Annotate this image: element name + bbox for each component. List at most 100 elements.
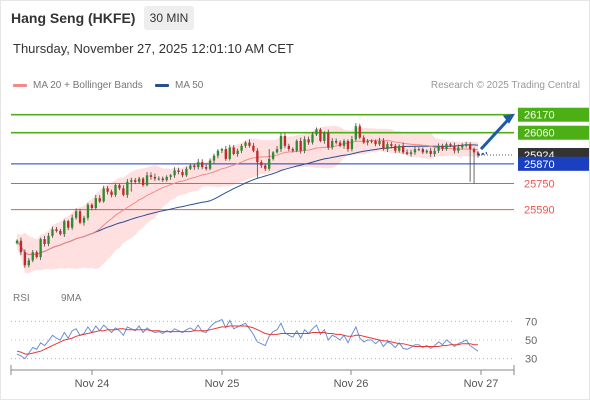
timeframe-button[interactable]: 30 MIN — [144, 6, 194, 30]
rsi-ma-line — [16, 325, 478, 355]
candle-body — [224, 149, 228, 159]
candle-body — [165, 176, 168, 181]
candle-body — [141, 178, 145, 186]
candle-body — [401, 145, 405, 153]
candle-body — [386, 144, 389, 150]
candle-body — [228, 147, 231, 159]
candle-body — [102, 188, 105, 202]
level-label-box-26170 — [518, 107, 589, 122]
candle-body — [59, 230, 62, 235]
candle-body — [114, 185, 117, 195]
chart-datetime: Thursday, November 27, 2025 12:01:10 AM … — [13, 41, 294, 56]
candle-body — [315, 129, 318, 135]
research-credit: Research © 2025 Trading Central — [430, 80, 580, 91]
candle-body — [287, 145, 291, 150]
candle-body — [189, 165, 192, 169]
candle-body — [157, 178, 161, 180]
candle-body — [67, 221, 70, 228]
candle-body — [51, 229, 54, 236]
candle-body — [173, 170, 176, 176]
candle-body — [70, 217, 74, 228]
moving-average-layer — [16, 139, 479, 256]
candle-body — [382, 140, 385, 150]
candle-body — [358, 126, 361, 138]
candle-body — [271, 152, 275, 159]
time-tick-label: Nov 26 — [334, 378, 369, 390]
candle-body — [252, 145, 255, 151]
candle-body — [161, 178, 164, 181]
level-label-box-26060 — [518, 125, 589, 140]
candle-body — [350, 139, 354, 150]
candle-body — [153, 176, 157, 179]
time-tick-label: Nov 25 — [205, 378, 240, 390]
level-label-26170: 26170 — [524, 110, 555, 122]
candle-body — [86, 204, 90, 218]
ma50-label: MA 50 — [175, 80, 204, 91]
candle-body — [220, 149, 224, 151]
candle-body — [267, 158, 271, 169]
candle-body — [295, 140, 298, 151]
ma9-label: 9MA — [61, 293, 82, 304]
level-label-26060: 26060 — [524, 128, 555, 140]
candle-body — [110, 191, 113, 195]
candle-body — [185, 168, 188, 176]
candle-body — [342, 140, 346, 146]
rsi-tick-50: 50 — [525, 335, 537, 347]
candle-body — [90, 204, 94, 208]
candle-body — [331, 140, 334, 148]
candle-body — [413, 149, 417, 153]
candle-body — [441, 145, 444, 150]
candle-body — [201, 162, 204, 168]
candle-body — [472, 149, 476, 153]
candle-body — [145, 175, 149, 186]
candle-body — [374, 140, 377, 145]
candle-body — [362, 137, 365, 143]
candle-body — [106, 188, 109, 192]
candle-body — [47, 235, 50, 244]
candle-body — [311, 134, 314, 143]
candle-body — [193, 165, 196, 168]
candle-body — [338, 142, 342, 146]
candle-body — [177, 170, 180, 172]
candle-body — [398, 145, 401, 151]
bollinger-band-layer — [17, 125, 478, 274]
projection-arrowhead — [503, 113, 515, 124]
candle-body — [465, 144, 468, 146]
candle-body — [378, 140, 381, 145]
bollinger-band — [17, 125, 478, 274]
ma20-line — [16, 139, 479, 256]
time-axis: Nov 24 Nov 25 Nov 26 Nov 27 — [10, 365, 515, 390]
candle-body — [63, 221, 66, 235]
candle-body — [82, 217, 86, 223]
candle-body — [334, 140, 338, 143]
candle-body — [15, 240, 19, 244]
candle-body — [181, 172, 184, 176]
candle-body — [421, 149, 425, 153]
rsi-label: RSI — [13, 293, 30, 304]
candle-body — [449, 144, 452, 146]
level-label-25750: 25750 — [524, 178, 555, 190]
candle-body — [264, 165, 267, 169]
candle-body — [307, 139, 310, 143]
candle-body — [240, 145, 243, 151]
candle-body — [27, 260, 30, 266]
candle-body — [256, 150, 259, 163]
candle-body — [31, 252, 34, 261]
ma20-label: MA 20 + Bollinger Bands — [33, 80, 143, 91]
candle-body — [279, 136, 283, 150]
candle-body — [216, 150, 220, 156]
candle-body — [370, 140, 373, 142]
ma50-swatch — [155, 83, 169, 87]
candle-body — [78, 211, 82, 223]
candle-body — [429, 150, 432, 154]
candle-body — [394, 145, 397, 151]
candle-body — [319, 129, 322, 141]
projection-stub — [477, 152, 488, 156]
candle-body — [208, 160, 212, 169]
candle-body — [130, 180, 133, 182]
candle-body — [299, 140, 302, 151]
time-tick-label: Nov 27 — [464, 378, 499, 390]
legend-9ma: 9MA — [61, 293, 82, 304]
